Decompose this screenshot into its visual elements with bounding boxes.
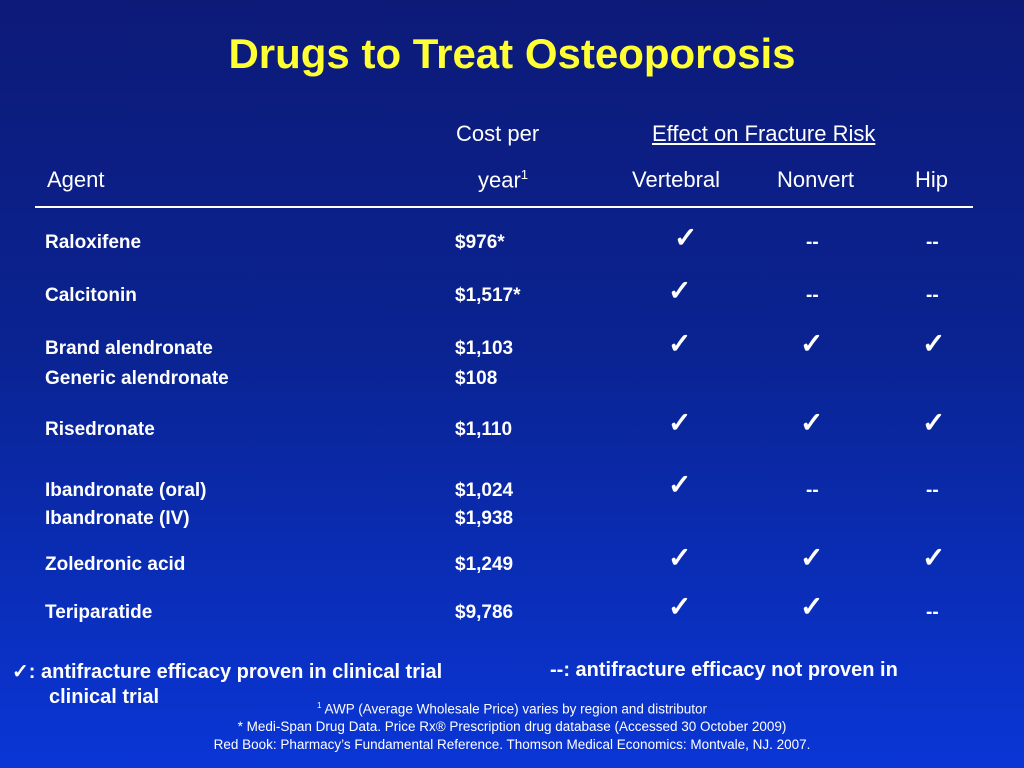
vertebral-check-icon: ✓	[668, 407, 692, 438]
page-title: Drugs to Treat Osteoporosis	[228, 30, 796, 77]
cost-cell: $1,103	[455, 338, 514, 359]
agent-cell: Brand alendronate	[45, 338, 213, 359]
cost-cell: $108	[455, 368, 498, 389]
header-cost-superscript: 1	[520, 167, 529, 182]
nonvert-dash: --	[806, 232, 819, 253]
footnote-awp: 1 AWP (Average Wholesale Price) varies b…	[317, 701, 707, 717]
footnote-medispan: * Medi-Span Drug Data. Price Rx® Prescri…	[237, 719, 787, 734]
header-effect-on-fracture-risk: Effect on Fracture Risk	[652, 121, 876, 146]
nonvert-check-icon: ✓	[800, 407, 824, 438]
nonvert-check-icon: ✓	[800, 591, 824, 622]
header-nonvert: Nonvert	[777, 167, 855, 192]
nonvert-check-icon: ✓	[800, 542, 824, 573]
agent-cell: Risedronate	[45, 419, 155, 440]
legend-check-text: : antifracture efficacy proven in clinic…	[28, 661, 443, 683]
legend-dash-text: --: antifracture efficacy not proven in	[550, 659, 898, 681]
cost-cell: $1,938	[455, 508, 514, 529]
agent-cell: Ibandronate (oral)	[45, 480, 207, 501]
header-hip: Hip	[915, 167, 949, 192]
hip-check-icon: ✓	[922, 328, 946, 359]
cost-cell: $1,249	[455, 554, 514, 575]
hip-check-icon: ✓	[922, 407, 946, 438]
agent-cell: Ibandronate (IV)	[45, 508, 190, 529]
cost-cell: $1,024	[455, 480, 514, 501]
nonvert-check-icon: ✓	[800, 328, 824, 359]
footnote-awp-superscript: 1	[317, 701, 322, 710]
hip-dash: --	[926, 480, 939, 501]
vertebral-check-icon: ✓	[668, 469, 692, 500]
nonvert-dash: --	[806, 480, 819, 501]
header-vertebral: Vertebral	[632, 167, 721, 192]
hip-dash: --	[926, 285, 939, 306]
cost-cell: $1,517*	[455, 285, 521, 306]
vertebral-check-icon: ✓	[668, 328, 692, 359]
legend-continuation: clinical trial	[49, 686, 160, 708]
agent-cell: Generic alendronate	[45, 368, 229, 389]
legend-check: ✓: antifracture efficacy proven in clini…	[12, 659, 442, 684]
legend-check-icon: ✓	[12, 661, 29, 683]
vertebral-check-icon: ✓	[668, 542, 692, 573]
vertebral-check-icon: ✓	[668, 591, 692, 622]
agent-cell: Calcitonin	[45, 285, 137, 306]
agent-cell: Raloxifene	[45, 232, 142, 253]
header-cost-line1: Cost per	[456, 121, 540, 146]
vertebral-check-icon: ✓	[668, 275, 692, 306]
hip-check-icon: ✓	[922, 542, 946, 573]
footnote-redbook: Red Book: Pharmacy’s Fundamental Referen…	[213, 737, 811, 752]
header-cost-line2: year1	[478, 167, 529, 193]
agent-cell: Teriparatide	[45, 602, 153, 623]
vertebral-check-icon: ✓	[674, 222, 698, 253]
nonvert-dash: --	[806, 285, 819, 306]
hip-dash: --	[926, 602, 939, 623]
agent-cell: Zoledronic acid	[45, 554, 186, 575]
header-agent: Agent	[47, 167, 105, 192]
hip-dash: --	[926, 232, 939, 253]
cost-cell: $976*	[455, 232, 505, 253]
cost-cell: $9,786	[455, 602, 514, 623]
cost-cell: $1,110	[455, 419, 513, 440]
header-divider	[35, 206, 973, 208]
